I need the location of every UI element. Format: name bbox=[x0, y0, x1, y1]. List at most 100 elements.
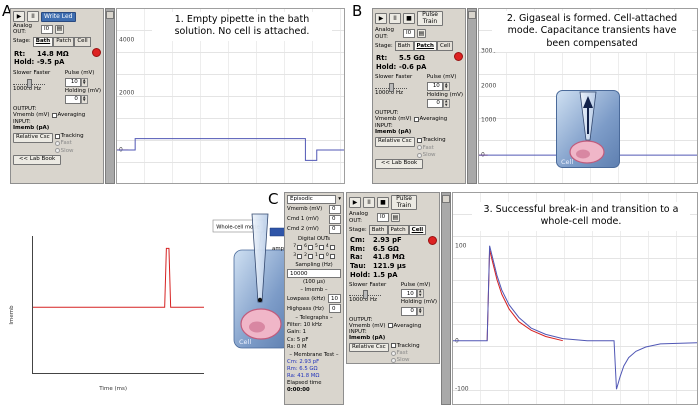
record-icon[interactable] bbox=[454, 51, 463, 61]
pause-button[interactable]: II bbox=[389, 13, 401, 25]
panel-b-splitter[interactable] bbox=[467, 8, 477, 184]
tab-cell[interactable]: Cell bbox=[408, 224, 427, 235]
write-led-button[interactable]: Write Led bbox=[41, 11, 76, 22]
tab-bath[interactable]: Bath bbox=[394, 40, 414, 51]
tracking-checkbox[interactable]: Tracking bbox=[54, 133, 84, 139]
hold-reading: Hold: 1.5 pA bbox=[350, 271, 398, 280]
slow-radio[interactable]: Slow bbox=[54, 148, 84, 154]
digital-out-bit[interactable]: 2 bbox=[304, 253, 313, 259]
tab-patch[interactable]: Patch bbox=[413, 40, 437, 51]
pulse-value[interactable]: 10 bbox=[426, 81, 443, 91]
slow-radio[interactable]: Slow bbox=[390, 357, 420, 363]
pulse-train-button[interactable]: Pulse Train bbox=[391, 195, 417, 211]
digital-out-bit[interactable]: 1 bbox=[315, 253, 324, 259]
stop-button[interactable]: ■ bbox=[403, 13, 415, 25]
tab-patch[interactable]: Patch bbox=[53, 36, 75, 47]
analog-out-value[interactable]: I0 bbox=[41, 24, 53, 34]
analog-menu-button[interactable]: ▤ bbox=[391, 213, 400, 222]
fast-radio[interactable]: Fast bbox=[54, 140, 84, 146]
toolbar-b: ▶ II ■ Pulse Train bbox=[375, 11, 463, 27]
digital-out-bit[interactable]: 6 bbox=[304, 244, 313, 250]
tab-bath[interactable]: Bath bbox=[368, 224, 388, 235]
holding-value[interactable]: 0 bbox=[426, 99, 443, 109]
cmd2-label: Cmd 2 (mV) bbox=[287, 226, 319, 233]
record-icon[interactable] bbox=[428, 235, 437, 245]
play-button[interactable]: ▶ bbox=[375, 13, 387, 25]
mode-select[interactable]: Episodic bbox=[287, 195, 337, 204]
caption-step1: 1. Empty pipette in the bath solution. N… bbox=[152, 12, 332, 41]
y-tick: 3000 bbox=[481, 47, 497, 55]
cell-attached-illustration: Cell bbox=[556, 90, 620, 168]
pause-button[interactable]: II bbox=[363, 197, 375, 209]
cm-reading: Cm: 2.93 pF bbox=[350, 235, 402, 244]
record-icon[interactable] bbox=[92, 47, 101, 57]
fast-radio[interactable]: Fast bbox=[416, 145, 446, 151]
cmd1-input[interactable]: 0 bbox=[329, 215, 341, 224]
stepper-arrows-icon[interactable]: ▲ ▼ bbox=[442, 99, 450, 109]
speed-slider[interactable] bbox=[375, 82, 407, 92]
telegraph-cs: Cs: 5 pF bbox=[287, 336, 309, 343]
holding-value[interactable]: 0 bbox=[64, 94, 81, 104]
pulse-value[interactable]: 10 bbox=[400, 289, 417, 299]
stepper-arrows-icon[interactable]: ▲ ▼ bbox=[442, 81, 450, 91]
tab-cell[interactable]: Cell bbox=[436, 40, 454, 51]
holding-label: Holding (mV) bbox=[426, 91, 463, 98]
relative-csc-button[interactable]: Relative Csc bbox=[375, 137, 415, 147]
play-button[interactable]: ▶ bbox=[13, 11, 25, 22]
slow-radio[interactable]: Slow bbox=[416, 152, 446, 158]
stepper-arrows-icon[interactable]: ▲ ▼ bbox=[416, 289, 424, 299]
holding-stepper[interactable]: 0 ▲ ▼ bbox=[400, 306, 437, 316]
pulse-stepper[interactable]: 10 ▲ ▼ bbox=[400, 289, 437, 299]
cmd2-input[interactable]: 0 bbox=[329, 225, 341, 234]
relative-csc-button[interactable]: Relative Csc bbox=[349, 342, 389, 353]
tracking-checkbox[interactable]: Tracking bbox=[416, 137, 446, 143]
lab-book-button[interactable]: << Lab Book bbox=[13, 155, 61, 165]
sampling-input[interactable]: 10000 bbox=[287, 269, 341, 279]
tab-cell[interactable]: Cell bbox=[74, 36, 91, 47]
holding-value[interactable]: 0 bbox=[400, 306, 417, 316]
highpass-input[interactable]: 0 bbox=[329, 304, 341, 314]
pause-button[interactable]: II bbox=[27, 11, 39, 22]
tab-bath[interactable]: Bath bbox=[32, 36, 54, 47]
analog-menu-button[interactable]: ▤ bbox=[55, 24, 64, 34]
play-button[interactable]: ▶ bbox=[349, 197, 361, 209]
panel-a-splitter[interactable] bbox=[105, 8, 115, 184]
vmemb-input[interactable]: 0 bbox=[329, 205, 341, 214]
lab-book-button[interactable]: << Lab Book bbox=[375, 159, 423, 169]
holding-stepper[interactable]: 0 ▲ ▼ bbox=[64, 94, 101, 104]
speed-slider[interactable] bbox=[13, 78, 45, 88]
y-tick: 4000 bbox=[119, 36, 135, 44]
pulse-train-button[interactable]: Pulse Train bbox=[417, 11, 443, 27]
tracking-checkbox[interactable]: Tracking bbox=[390, 343, 420, 349]
stepper-arrows-icon[interactable]: ▲ ▼ bbox=[80, 94, 88, 104]
fast-radio[interactable]: Fast bbox=[390, 350, 420, 356]
stepper-arrows-icon[interactable]: ▲ ▼ bbox=[80, 77, 88, 87]
stop-button[interactable]: ■ bbox=[377, 197, 389, 209]
digital-out-bit[interactable]: 4 bbox=[326, 244, 335, 250]
panel-c-splitter[interactable] bbox=[441, 192, 451, 405]
pulse-stepper[interactable]: 10 ▲ ▼ bbox=[64, 77, 101, 87]
pulse-value[interactable]: 10 bbox=[64, 77, 81, 87]
input-channel: Imemb (pA) bbox=[13, 124, 50, 131]
digital-out-bit[interactable]: 0 bbox=[326, 253, 335, 259]
averaging-checkbox[interactable]: Averaging bbox=[413, 116, 447, 122]
lowpass-input[interactable]: 10 bbox=[328, 294, 341, 304]
relative-csc-button[interactable]: Relative Csc bbox=[13, 133, 53, 143]
stepper-arrows-icon[interactable]: ▲ ▼ bbox=[416, 306, 424, 316]
averaging-checkbox[interactable]: Averaging bbox=[51, 112, 85, 118]
pulse-stepper[interactable]: 10 ▲ ▼ bbox=[426, 81, 463, 91]
speed-slider[interactable] bbox=[349, 289, 381, 300]
digital-out-bit[interactable]: 3 bbox=[293, 253, 303, 259]
holding-stepper[interactable]: 0 ▲ ▼ bbox=[426, 99, 463, 109]
stage-tabs: Bath Patch Cell bbox=[32, 36, 91, 47]
digital-out-bit[interactable]: 5 bbox=[315, 244, 324, 250]
analog-out-value[interactable]: I0 bbox=[403, 29, 415, 38]
analog-menu-button[interactable]: ▤ bbox=[417, 29, 426, 38]
averaging-checkbox[interactable]: Averaging bbox=[387, 323, 421, 329]
telegraph-rs: Rs: 0 M bbox=[287, 343, 307, 350]
stage-tabs: Bath Patch Cell bbox=[394, 40, 454, 51]
analog-out-value[interactable]: I0 bbox=[377, 213, 389, 222]
digital-out-bit[interactable]: 7 bbox=[293, 244, 303, 250]
frequency-value: 1000.0 Hz bbox=[13, 85, 42, 92]
tab-patch[interactable]: Patch bbox=[387, 224, 409, 235]
